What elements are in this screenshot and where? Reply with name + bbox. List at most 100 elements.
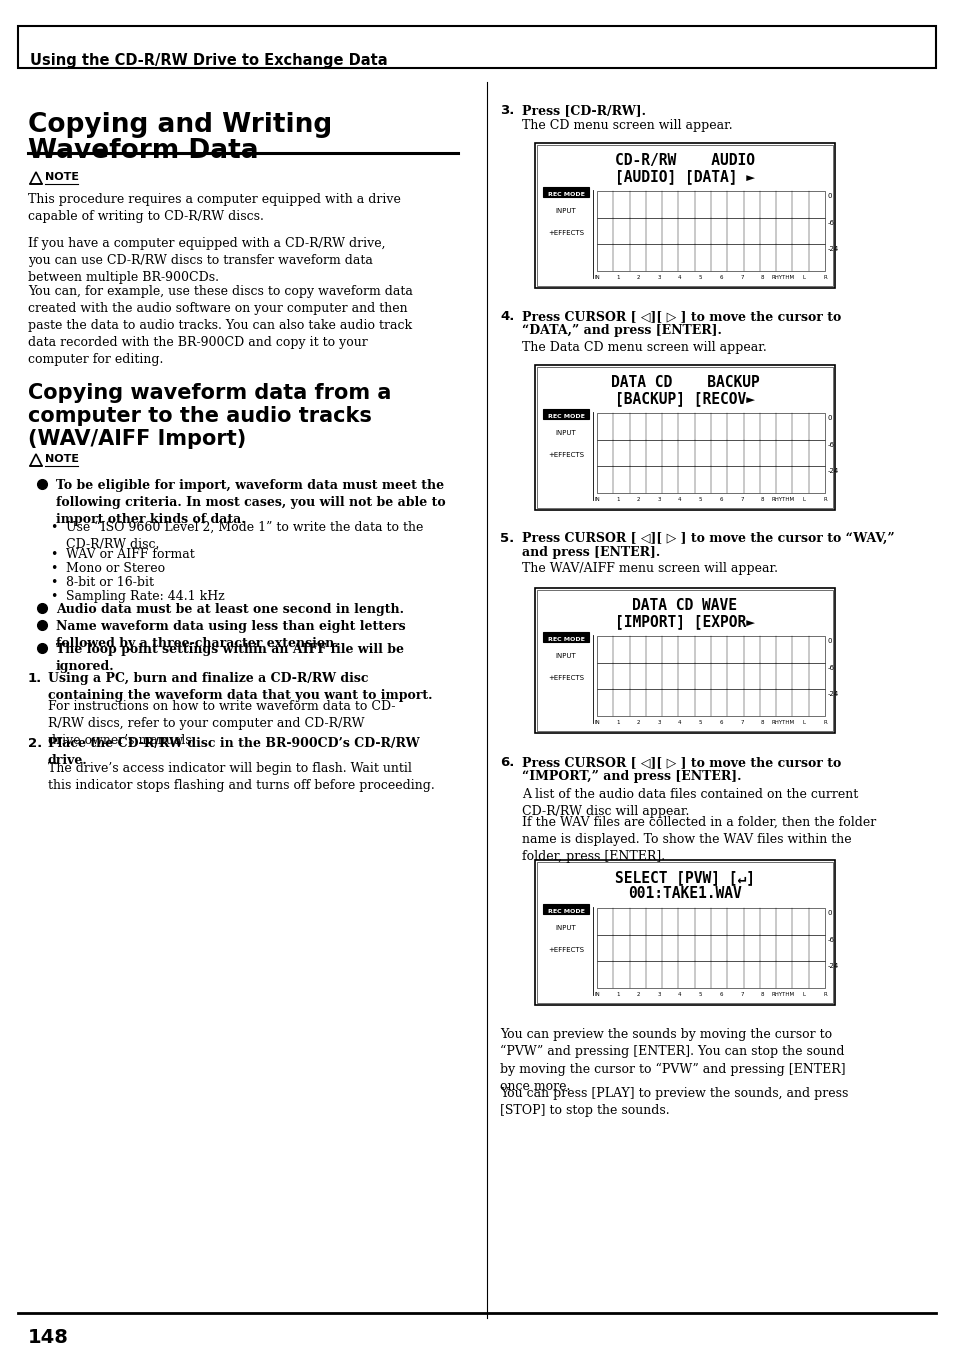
Text: 3: 3 (657, 497, 660, 503)
Text: DATA CD    BACKUP: DATA CD BACKUP (610, 376, 759, 390)
Text: 001:TAKE1.WAV: 001:TAKE1.WAV (627, 886, 741, 901)
Text: NOTE: NOTE (45, 172, 79, 182)
Text: [BACKUP] [RECOV►: [BACKUP] [RECOV► (615, 390, 754, 407)
Text: Use “ISO 9660 Level 2, Mode 1” to write the data to the
CD-R/RW disc.: Use “ISO 9660 Level 2, Mode 1” to write … (66, 521, 423, 551)
Text: +EFFECTS: +EFFECTS (547, 947, 583, 952)
Text: “DATA,” and press [ENTER].: “DATA,” and press [ENTER]. (521, 324, 721, 336)
Text: The loop point settings within an AIFF file will be
ignored.: The loop point settings within an AIFF f… (56, 643, 403, 673)
Text: 5: 5 (699, 497, 701, 503)
Text: 8: 8 (760, 276, 763, 280)
Text: INPUT: INPUT (555, 653, 576, 659)
Bar (597, 413, 824, 439)
Text: and press [ENTER].: and press [ENTER]. (521, 546, 659, 559)
Text: INPUT: INPUT (555, 430, 576, 436)
Text: •: • (50, 521, 57, 534)
Text: 7: 7 (740, 276, 743, 280)
Text: L: L (801, 497, 805, 503)
Text: 7: 7 (740, 720, 743, 725)
Text: 4: 4 (678, 276, 681, 280)
Bar (535, 588, 834, 734)
Text: L: L (801, 992, 805, 997)
Text: IN: IN (594, 720, 599, 725)
Text: R: R (822, 992, 826, 997)
Text: 0: 0 (827, 638, 832, 644)
Text: Place the CD-R/RW disc in the BR-900CD’s CD-R/RW
drive.: Place the CD-R/RW disc in the BR-900CD’s… (48, 738, 419, 767)
Text: +EFFECTS: +EFFECTS (547, 453, 583, 458)
Bar (535, 861, 834, 1005)
Text: 5.: 5. (499, 532, 514, 544)
Text: If you have a computer equipped with a CD-R/RW drive,
you can use CD-R/RW discs : If you have a computer equipped with a C… (28, 236, 385, 284)
Text: INPUT: INPUT (555, 208, 576, 213)
Text: -6: -6 (827, 936, 834, 943)
Text: The drive’s access indicator will begin to flash. Wait until
this indicator stop: The drive’s access indicator will begin … (48, 762, 435, 792)
Text: R: R (822, 720, 826, 725)
Text: R: R (822, 276, 826, 280)
Bar (597, 190, 824, 218)
Text: 1.: 1. (28, 671, 42, 685)
Text: 8-bit or 16-bit: 8-bit or 16-bit (66, 576, 153, 589)
Text: DATA CD WAVE: DATA CD WAVE (632, 598, 737, 613)
Text: +EFFECTS: +EFFECTS (547, 676, 583, 681)
Text: -24: -24 (827, 246, 839, 253)
Text: REC MODE: REC MODE (547, 413, 584, 419)
Text: 5: 5 (699, 992, 701, 997)
Text: Waveform Data: Waveform Data (28, 138, 258, 163)
Bar (537, 590, 832, 731)
Bar (597, 218, 824, 245)
Bar (597, 439, 824, 466)
Text: 5: 5 (699, 276, 701, 280)
Bar (597, 636, 824, 663)
Bar (535, 143, 834, 288)
Bar (537, 862, 832, 1002)
Text: 2.: 2. (28, 738, 42, 750)
Text: •: • (50, 576, 57, 589)
Text: 8: 8 (760, 720, 763, 725)
Text: WAV or AIFF format: WAV or AIFF format (66, 549, 194, 561)
Text: IN: IN (594, 992, 599, 997)
Bar (542, 632, 588, 642)
Text: 4: 4 (678, 992, 681, 997)
Text: Copying and Writing: Copying and Writing (28, 112, 332, 138)
Bar (535, 365, 834, 509)
Text: computer to the audio tracks: computer to the audio tracks (28, 407, 372, 426)
Text: +EFFECTS: +EFFECTS (547, 230, 583, 236)
Text: 7: 7 (740, 992, 743, 997)
Text: REC MODE: REC MODE (547, 192, 584, 197)
Text: For instructions on how to write waveform data to CD-
R/RW discs, refer to your : For instructions on how to write wavefor… (48, 700, 395, 747)
Text: The Data CD menu screen will appear.: The Data CD menu screen will appear. (521, 340, 766, 354)
Text: 6: 6 (719, 720, 722, 725)
Text: Press [CD-R/RW].: Press [CD-R/RW]. (521, 104, 645, 118)
Text: [IMPORT] [EXPOR►: [IMPORT] [EXPOR► (615, 613, 754, 630)
Text: Name waveform data using less than eight letters
followed by a three-character e: Name waveform data using less than eight… (56, 620, 405, 650)
Text: Using a PC, burn and finalize a CD-R/RW disc
containing the waveform data that y: Using a PC, burn and finalize a CD-R/RW … (48, 671, 432, 703)
Bar (542, 904, 588, 915)
Text: •: • (50, 562, 57, 576)
Text: The WAV/AIFF menu screen will appear.: The WAV/AIFF menu screen will appear. (521, 562, 778, 576)
Text: -24: -24 (827, 963, 839, 969)
Text: L: L (801, 720, 805, 725)
Bar (597, 908, 824, 935)
Text: 0: 0 (827, 193, 832, 199)
Text: SELECT [PVW] [↵]: SELECT [PVW] [↵] (615, 870, 754, 885)
Text: 2: 2 (636, 497, 639, 503)
Text: 3: 3 (657, 992, 660, 997)
Text: A list of the audio data files contained on the current
CD-R/RW disc will appear: A list of the audio data files contained… (521, 788, 858, 817)
Bar (597, 245, 824, 272)
Text: This procedure requires a computer equipped with a drive
capable of writing to C: This procedure requires a computer equip… (28, 193, 400, 223)
Text: You can press [PLAY] to preview the sounds, and press
[STOP] to stop the sounds.: You can press [PLAY] to preview the soun… (499, 1088, 847, 1117)
Text: RHYTHM: RHYTHM (771, 720, 794, 725)
Bar (537, 367, 832, 508)
Bar (597, 466, 824, 493)
Bar (597, 689, 824, 716)
Text: •: • (50, 549, 57, 561)
Text: 7: 7 (740, 497, 743, 503)
Text: 1: 1 (616, 992, 618, 997)
Text: RHYTHM: RHYTHM (771, 497, 794, 503)
Text: 3: 3 (657, 720, 660, 725)
Text: 6: 6 (719, 992, 722, 997)
Text: 6.: 6. (499, 757, 514, 769)
Text: Sampling Rate: 44.1 kHz: Sampling Rate: 44.1 kHz (66, 590, 225, 603)
Text: Audio data must be at least one second in length.: Audio data must be at least one second i… (56, 603, 403, 616)
Text: -6: -6 (827, 442, 834, 447)
Text: IN: IN (594, 497, 599, 503)
